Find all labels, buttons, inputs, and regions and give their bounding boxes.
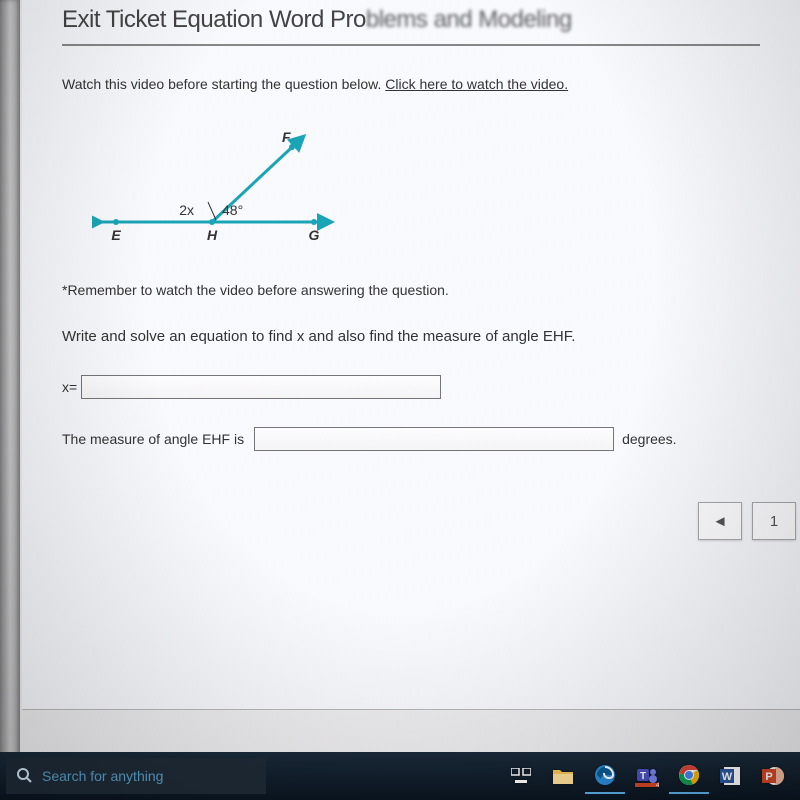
diagram-svg: E H G F 2x 48° <box>92 122 392 262</box>
label-h: H <box>207 227 218 243</box>
title-rule <box>62 44 760 46</box>
svg-text:W: W <box>722 771 733 783</box>
svg-text:T: T <box>640 771 646 782</box>
ehf-prefix: The measure of angle EHF is <box>62 431 244 447</box>
file-explorer-icon[interactable] <box>543 758 583 794</box>
footer-separator <box>22 709 800 710</box>
label-f: F <box>282 129 291 145</box>
notebook-spine <box>0 0 20 800</box>
x-input[interactable] <box>81 375 441 399</box>
pager: ◄ 1 <box>698 502 796 540</box>
prev-page-button[interactable]: ◄ <box>698 502 742 540</box>
svg-text:P: P <box>765 771 772 783</box>
title-visible: Exit Ticket Equation Word Pro <box>62 6 366 33</box>
instruction-prefix: Watch this video before starting the que… <box>62 76 381 92</box>
ehf-input[interactable] <box>254 427 614 451</box>
chrome-icon[interactable] <box>669 758 709 794</box>
edge-icon[interactable] <box>585 758 625 794</box>
video-instruction: Watch this video before starting the que… <box>62 76 760 92</box>
label-e: E <box>111 227 121 243</box>
reminder-text: *Remember to watch the video before answ… <box>62 282 760 298</box>
page-title: Exit Ticket Equation Word Problems and M… <box>62 0 760 44</box>
title-blurred: blems and Modeling <box>366 6 572 33</box>
label-g: G <box>309 227 320 243</box>
worksheet-page: Exit Ticket Equation Word Problems and M… <box>22 0 800 710</box>
word-icon[interactable]: W <box>711 758 751 794</box>
search-placeholder: Search for anything <box>42 768 163 784</box>
svg-text:4: 4 <box>656 783 659 787</box>
angle-left: 2x <box>179 202 194 218</box>
ehf-answer-row: The measure of angle EHF is degrees. <box>62 427 760 451</box>
angle-right: 48° <box>222 202 243 218</box>
x-label: x= <box>62 379 77 395</box>
x-answer-row: x= <box>62 375 760 399</box>
taskbar-search[interactable]: Search for anything <box>6 758 266 794</box>
search-icon <box>16 767 32 786</box>
task-view-icon[interactable] <box>501 758 541 794</box>
page-number[interactable]: 1 <box>752 502 796 540</box>
ehf-suffix: degrees. <box>622 431 676 447</box>
powerpoint-icon[interactable]: P <box>753 758 793 794</box>
windows-taskbar: Search for anything T4 W P <box>0 752 800 800</box>
teams-icon[interactable]: T4 <box>627 758 667 794</box>
watch-video-link[interactable]: Click here to watch the video. <box>385 76 568 92</box>
question-text: Write and solve an equation to find x an… <box>62 328 760 345</box>
angle-diagram: E H G F 2x 48° <box>92 122 392 262</box>
